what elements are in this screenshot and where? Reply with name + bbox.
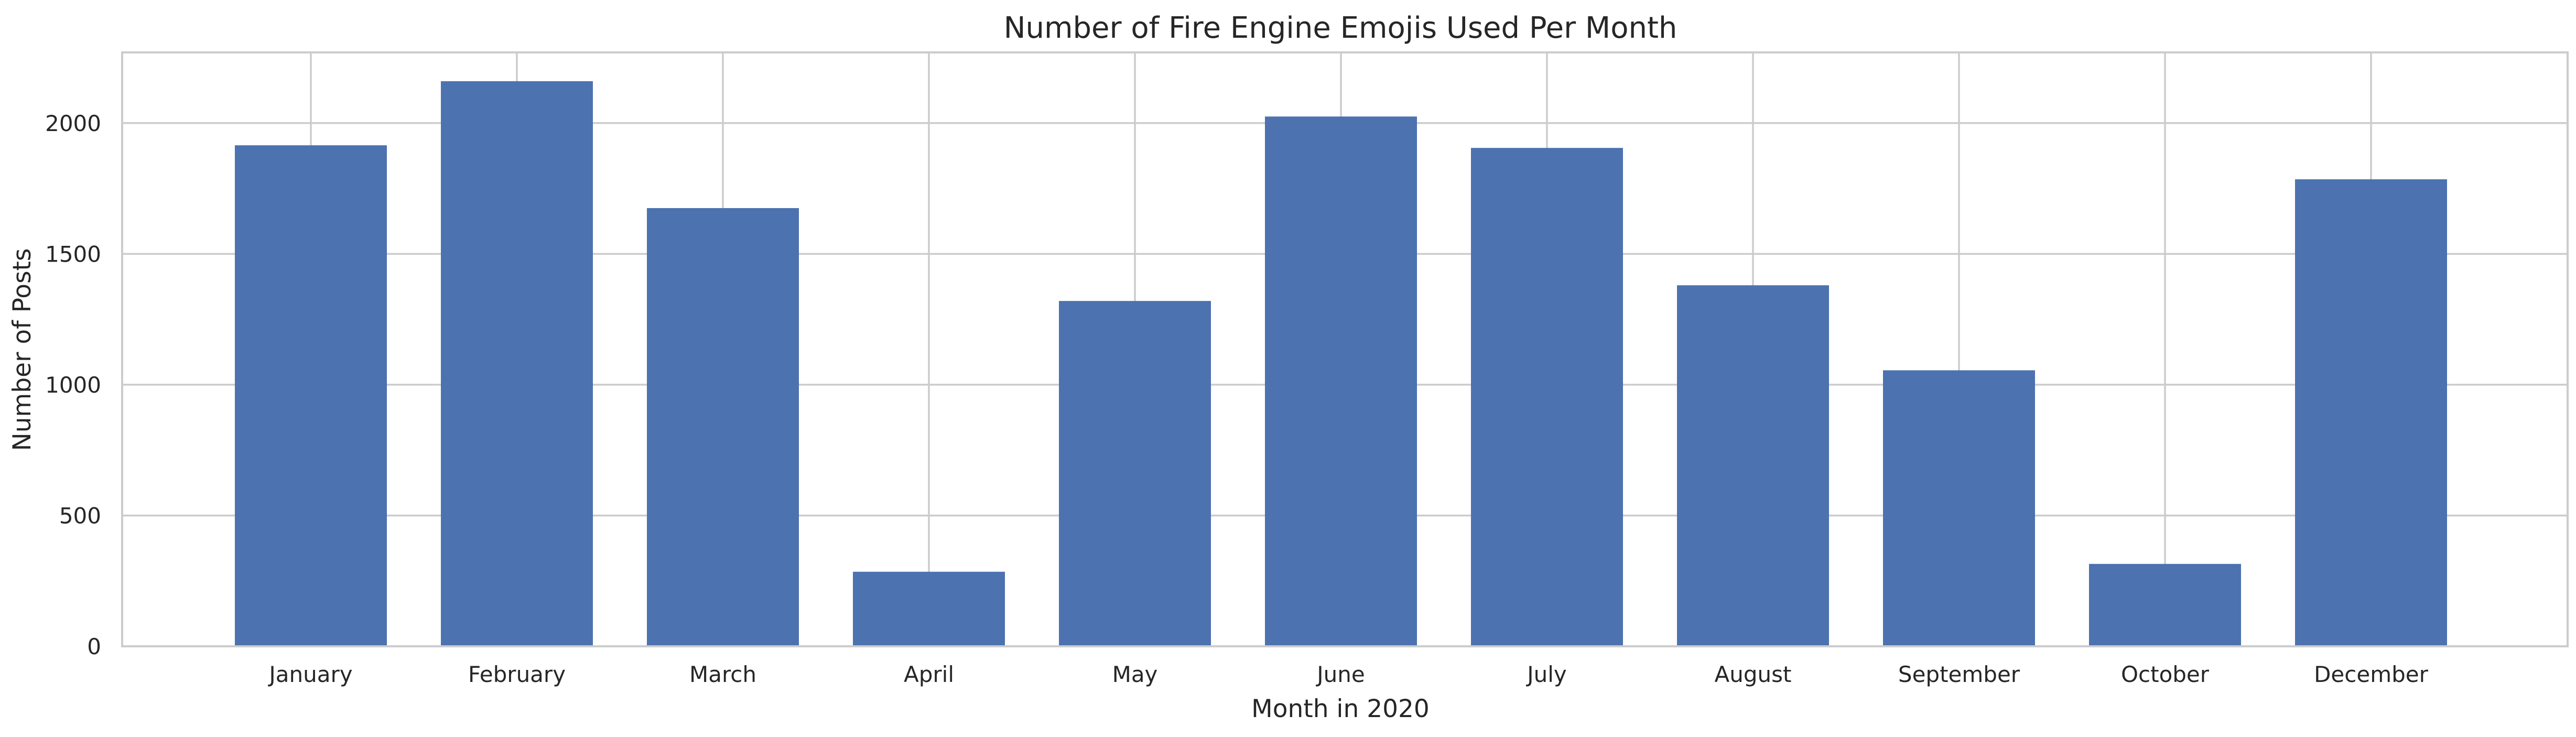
- bar-june: [1265, 116, 1417, 647]
- bar-september: [1883, 370, 2035, 646]
- bar-october: [2089, 563, 2241, 646]
- x-tick-label: May: [1112, 662, 1158, 687]
- x-tick-labels: January February March April May June July Augu…: [267, 662, 2428, 687]
- y-tick-label: 500: [59, 503, 101, 528]
- bar-april: [853, 571, 1005, 646]
- x-tick-label: March: [689, 662, 756, 687]
- y-tick-labels: 0 500 1000 1500 2000: [45, 111, 101, 659]
- x-tick-label: December: [2314, 662, 2429, 687]
- plot-frame: [121, 51, 2569, 647]
- x-tick-label: August: [1715, 662, 1792, 687]
- bar-january: [235, 145, 387, 646]
- y-axis-label: Number of Posts: [8, 248, 37, 451]
- bar-march: [647, 208, 799, 646]
- x-tick-label: October: [2121, 662, 2210, 687]
- bar-december: [2295, 179, 2447, 646]
- y-tick-label: 1000: [45, 372, 101, 398]
- x-tick-label: September: [1898, 662, 2020, 687]
- bar-july: [1471, 148, 1623, 646]
- y-tick-label: 2000: [45, 111, 101, 136]
- y-tick-label: 1500: [45, 241, 101, 267]
- bar-layer: [235, 81, 2447, 647]
- chart-title: Number of Fire Engine Emojis Used Per Mo…: [1004, 11, 1677, 45]
- x-tick-label: July: [1525, 662, 1567, 687]
- bar-august: [1677, 285, 1829, 646]
- bar-february: [441, 81, 593, 646]
- x-tick-label: April: [904, 662, 954, 687]
- x-tick-label: February: [468, 662, 566, 687]
- x-axis-label: Month in 2020: [1251, 695, 1430, 723]
- x-tick-label: June: [1315, 662, 1365, 687]
- y-tick-label: 0: [87, 634, 101, 659]
- x-tick-label: January: [267, 662, 352, 687]
- bar-may: [1059, 301, 1211, 646]
